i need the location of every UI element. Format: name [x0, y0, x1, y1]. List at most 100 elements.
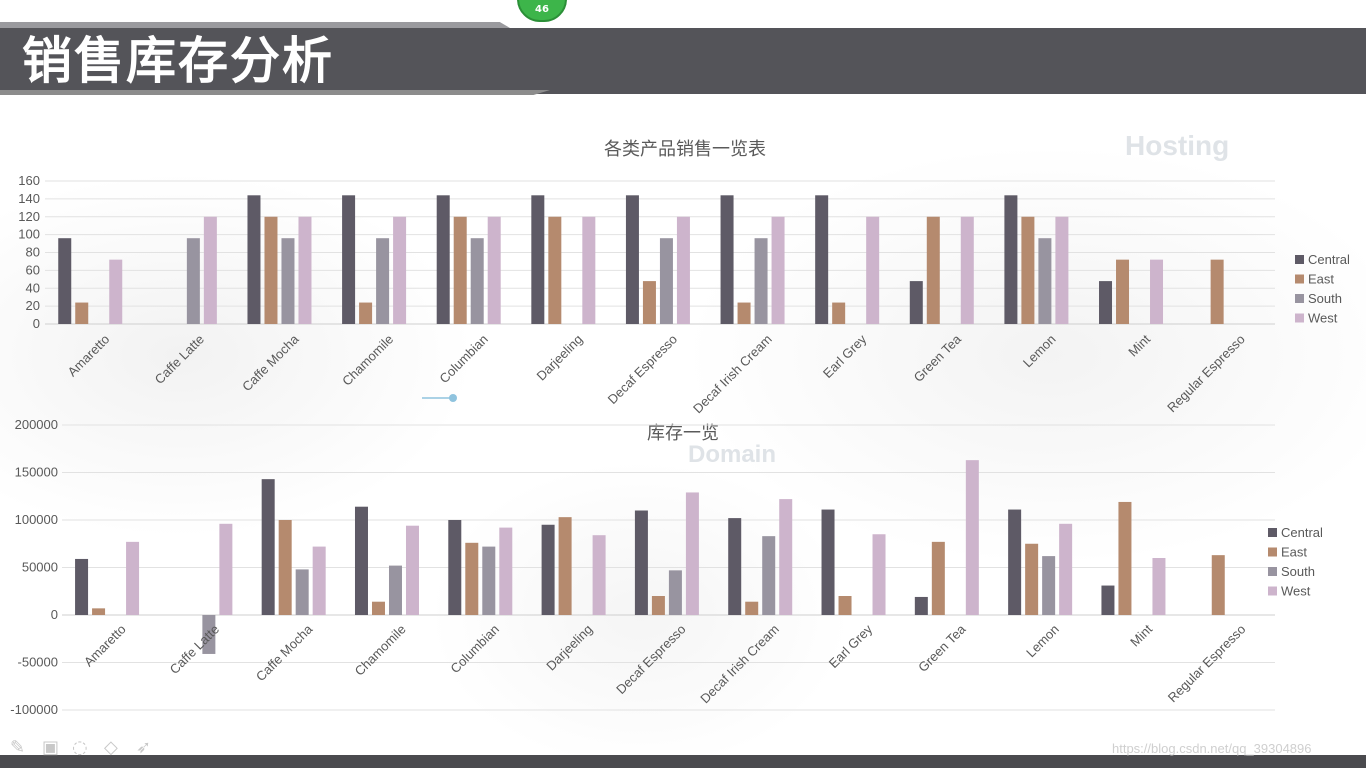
- x-category-label: Chamomile: [352, 622, 409, 679]
- bar-east: [558, 517, 572, 615]
- legend-swatch-central: [1295, 255, 1304, 264]
- x-category-label: Mint: [1127, 621, 1155, 649]
- bar-east: [1025, 543, 1039, 615]
- bar-east: [926, 216, 940, 324]
- bar-central: [58, 238, 72, 324]
- x-category-label: Caffe Latte: [152, 332, 207, 387]
- bar-south: [470, 238, 484, 324]
- url-watermark: https://blog.csdn.net/qq_39304896: [1112, 741, 1312, 756]
- bar-central: [75, 558, 89, 615]
- bar-east: [642, 281, 656, 324]
- bar-east: [264, 216, 278, 324]
- x-category-label: Chamomile: [339, 332, 396, 389]
- y-tick-label: 150000: [15, 465, 58, 480]
- legend-swatch-south: [1268, 567, 1277, 576]
- bar-south: [376, 238, 390, 324]
- y-tick-label: 140: [18, 191, 40, 206]
- x-category-label: Green Tea: [911, 331, 965, 385]
- bar-east: [371, 601, 385, 615]
- x-category-label: Darjeeling: [534, 332, 586, 384]
- chart-title: 各类产品销售一览表: [604, 139, 766, 160]
- y-tick-label: -100000: [10, 702, 58, 717]
- bar-south: [1042, 556, 1056, 615]
- bar-east: [1118, 501, 1132, 615]
- bar-central: [261, 479, 275, 615]
- y-tick-label: 100000: [15, 512, 58, 527]
- bar-south: [186, 238, 200, 324]
- bar-west: [771, 216, 785, 324]
- bar-central: [914, 596, 928, 615]
- bar-central: [634, 510, 648, 615]
- bar-east: [75, 302, 89, 324]
- bar-west: [219, 523, 233, 615]
- bar-central: [354, 506, 368, 615]
- y-tick-label: 60: [26, 262, 40, 277]
- chart-title: 库存一览: [647, 423, 719, 444]
- x-category-label: Green Tea: [915, 621, 969, 675]
- bar-south: [659, 238, 673, 324]
- legend-swatch-east: [1295, 274, 1304, 284]
- x-category-label: Amaretto: [65, 332, 113, 380]
- y-tick-label: 0: [33, 316, 40, 331]
- bar-south: [762, 536, 776, 615]
- bar-central: [1004, 195, 1018, 324]
- x-category-label: Lemon: [1023, 622, 1062, 661]
- bottom-bar: [0, 755, 1366, 768]
- bar-west: [582, 216, 596, 324]
- bar-central: [821, 509, 835, 615]
- bar-west: [965, 460, 979, 615]
- legend-swatch-south: [1295, 294, 1304, 303]
- bar-west: [487, 216, 501, 324]
- bar-west: [779, 499, 793, 615]
- bar-central: [625, 195, 639, 324]
- bar-west: [109, 259, 123, 324]
- pen-tool-icon[interactable]: ✎: [10, 737, 26, 758]
- bar-east: [737, 302, 751, 324]
- legend-label-east: East: [1281, 545, 1307, 560]
- slide-icon[interactable]: ▣: [42, 737, 60, 758]
- bar-west: [872, 534, 886, 615]
- y-tick-label: 50000: [22, 560, 58, 575]
- x-category-label: Regular Espresso: [1164, 332, 1248, 416]
- bar-east: [651, 596, 665, 615]
- bar-west: [393, 216, 407, 324]
- bar-central: [541, 524, 555, 615]
- bar-east: [1210, 259, 1224, 324]
- y-tick-label: -50000: [18, 655, 58, 670]
- bar-south: [388, 565, 402, 615]
- bar-central: [909, 281, 923, 324]
- bar-west: [312, 546, 326, 615]
- bar-east: [832, 302, 846, 324]
- eraser-icon[interactable]: ◇: [104, 737, 118, 758]
- bar-east: [931, 541, 945, 615]
- chart-2: 库存一览 -100000 -50000 0 50000 100000 150000 20000…: [10, 417, 1323, 717]
- bar-east: [92, 608, 106, 615]
- x-category-label: Darjeeling: [543, 622, 595, 674]
- arrow-cursor-icon[interactable]: ➶: [136, 737, 152, 758]
- hosting-watermark: Hosting: [1125, 130, 1230, 161]
- bar-central: [815, 195, 829, 324]
- x-category-label: Decaf Irish Cream: [697, 622, 782, 707]
- bar-west: [499, 527, 513, 615]
- y-tick-label: 100: [18, 227, 40, 242]
- bar-east: [465, 542, 479, 615]
- bar-south: [295, 569, 309, 615]
- slider-handle-dot[interactable]: [449, 394, 457, 402]
- legend-swatch-west: [1268, 586, 1277, 596]
- legend-swatch-west: [1295, 313, 1304, 323]
- chart-1: 各类产品销售一览表 0 20 40 60 80 100 120 140 160 Amaretto Ca…: [18, 139, 1350, 416]
- bar-central: [436, 195, 450, 324]
- bar-central: [1008, 509, 1022, 615]
- bar-central: [1101, 585, 1115, 615]
- bar-central: [247, 195, 261, 324]
- y-tick-label: 40: [26, 280, 40, 295]
- bar-east: [1021, 216, 1035, 324]
- y-tick-label: 80: [26, 245, 40, 260]
- pointer-icon[interactable]: ◌: [72, 737, 88, 758]
- bar-west: [203, 216, 217, 324]
- bar-east: [1116, 259, 1130, 324]
- title-top-tab: [0, 22, 510, 28]
- bar-central: [1099, 281, 1113, 324]
- legend-swatch-east: [1268, 547, 1277, 557]
